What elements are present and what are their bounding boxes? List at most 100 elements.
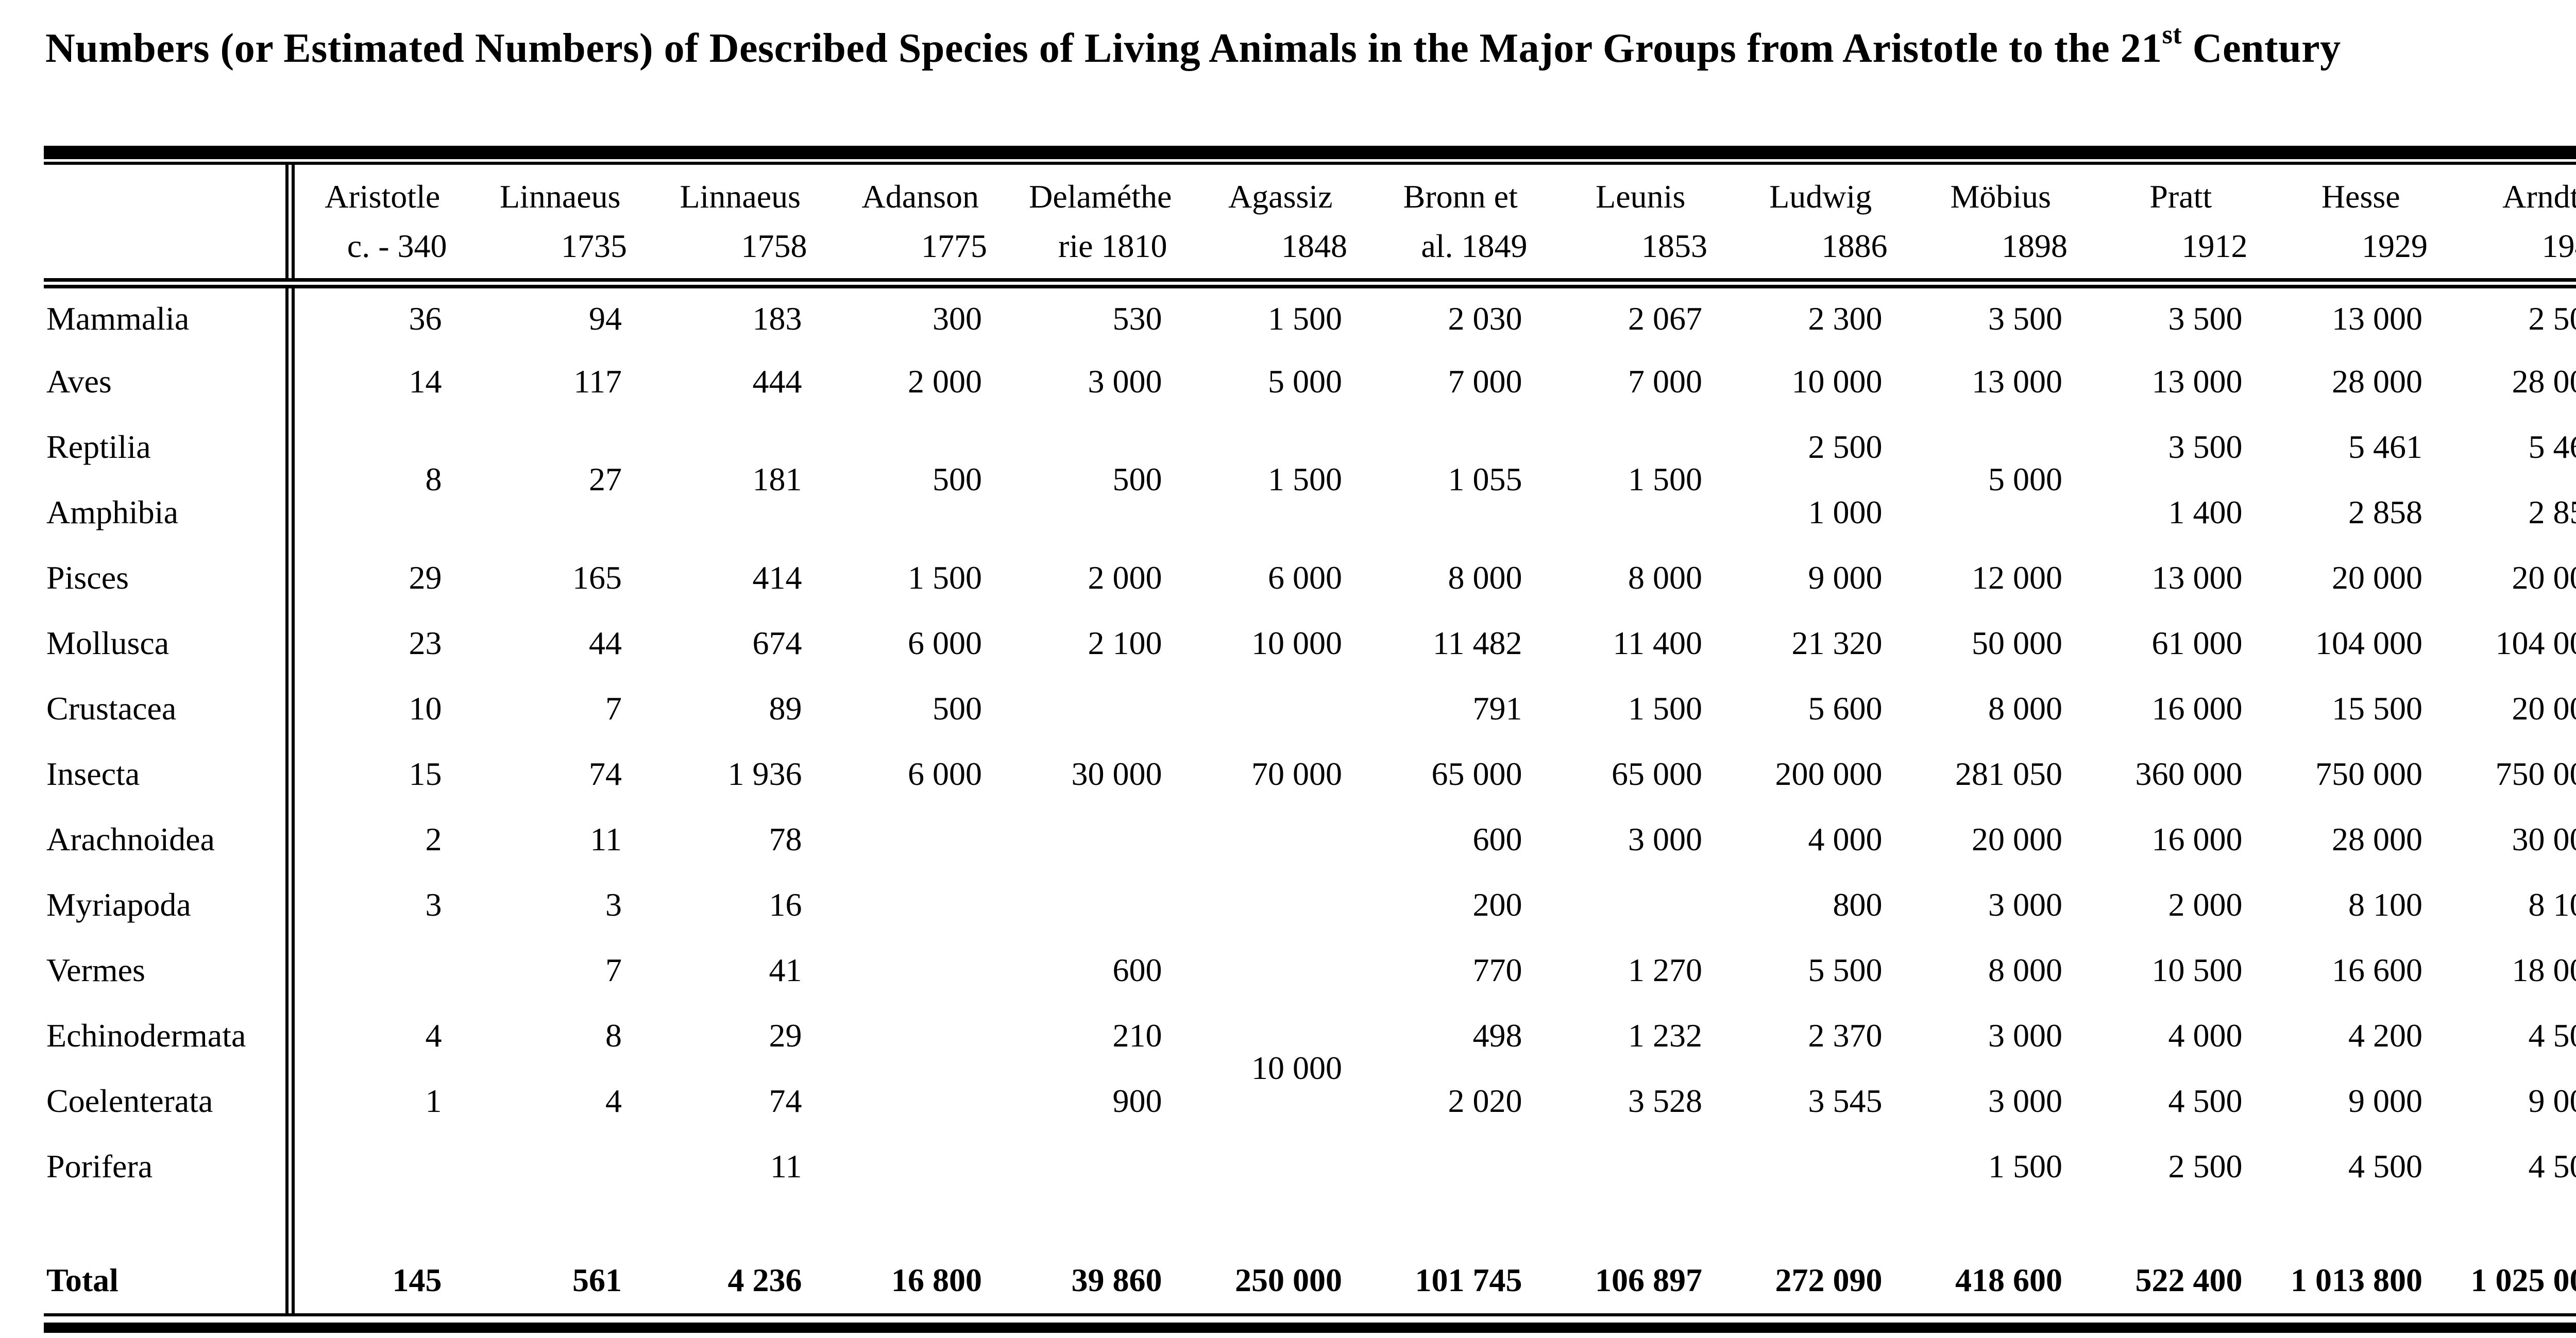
- cell: 41: [769, 951, 802, 988]
- cell: 13 000: [2332, 300, 2422, 337]
- cell: 210: [1112, 1017, 1162, 1054]
- cell: 16 000: [2151, 690, 2243, 727]
- cell: 13 000: [1972, 363, 2062, 400]
- cell: 10 500: [2151, 951, 2243, 988]
- cell: 30 000: [2512, 820, 2576, 857]
- row-label: Total: [44, 1199, 295, 1313]
- cell: 3: [425, 886, 442, 923]
- cell: [831, 1068, 1011, 1134]
- cell: 20 000: [2512, 559, 2576, 596]
- cell: 3 500: [1988, 300, 2062, 337]
- cell: [290, 1134, 470, 1199]
- cell: 3 528: [1628, 1082, 1702, 1119]
- cell: 2 067: [1628, 300, 1702, 337]
- cell: 3 500: [2168, 300, 2243, 337]
- cell: 791: [1472, 690, 1522, 727]
- cell: [1010, 1134, 1191, 1199]
- row-label: Vermes: [44, 937, 295, 1003]
- cell: 522 400: [2135, 1262, 2243, 1298]
- cell: 6 000: [1268, 559, 1342, 596]
- cell: 4 500: [2528, 1017, 2576, 1054]
- table-row-pisces: Pisces 29 165 414 1 500 2 000 6 000 8 000 8 000 9…: [44, 545, 2576, 610]
- row-label: Echinodermata: [44, 1003, 295, 1068]
- cell: 414: [752, 559, 802, 596]
- cell: [1191, 676, 1371, 741]
- cell: 2 100: [1088, 624, 1162, 661]
- column-author: Linnaeus: [499, 178, 621, 215]
- column-header-m-bius: Möbius 1898: [1910, 165, 2091, 288]
- corner-cell: [44, 165, 295, 288]
- row-label: Reptilia: [44, 414, 295, 479]
- cell: 13 000: [2151, 363, 2243, 400]
- cell: 600: [1472, 820, 1522, 857]
- cell: 3 500: [2168, 428, 2243, 465]
- column-header-pratt: Pratt 1912: [2091, 165, 2271, 288]
- bottom-thin-rule: [44, 1313, 2576, 1316]
- column-year: 1898: [2002, 228, 2067, 264]
- cell: [1551, 1134, 1731, 1199]
- cell: 1 055: [1448, 461, 1522, 498]
- cell: [1191, 1134, 1371, 1199]
- cell: 94: [589, 300, 622, 337]
- cell: 20 000: [2332, 559, 2422, 596]
- table-row-mollusca: Mollusca 23 44 674 6 000 2 100 10 000 11 482 11 …: [44, 610, 2576, 676]
- cell: 200: [1472, 886, 1522, 923]
- cell: 1 270: [1628, 951, 1702, 988]
- cell: 12 000: [1972, 559, 2062, 596]
- header-row: Aristotle c. - 340 Linnaeus 1735 Linnaeus 175…: [44, 165, 2576, 288]
- cell: 14: [409, 363, 442, 400]
- cell: [1191, 807, 1371, 872]
- table-row-aves: Aves 14 117 444 2 000 3 000 5 000 7 000 7 000 10 …: [44, 349, 2576, 414]
- cell: 65 000: [1431, 755, 1522, 792]
- cell: 15 500: [2332, 690, 2422, 727]
- cell: 281 050: [1955, 755, 2062, 792]
- column-header-bronn-et: Bronn et al. 1849: [1370, 165, 1551, 288]
- row-label: Arachnoidea: [44, 807, 295, 872]
- cell: 360 000: [2135, 755, 2243, 792]
- cell: [831, 1134, 1011, 1199]
- cell: 29: [409, 559, 442, 596]
- cell: 1 500: [1268, 300, 1342, 337]
- cell: 28 000: [2332, 363, 2422, 400]
- cell: 2 858: [2528, 493, 2576, 530]
- column-author: Pratt: [2149, 178, 2212, 215]
- cell: [1731, 1134, 1911, 1199]
- cell: 8 000: [1988, 690, 2062, 727]
- cell: 2 370: [1808, 1017, 1883, 1054]
- top-heavy-rule: [44, 146, 2576, 159]
- column-header-adanson: Adanson 1775: [830, 165, 1010, 288]
- cell: 4 500: [2348, 1147, 2422, 1185]
- row-label: Coelenterata: [44, 1068, 295, 1134]
- cell: 18 000: [2512, 951, 2576, 988]
- cell: 13 000: [2151, 559, 2243, 596]
- column-author: Adanson: [861, 178, 979, 215]
- cell: 4 500: [2528, 1147, 2576, 1185]
- cell: 4 500: [2168, 1082, 2243, 1119]
- cell: 11 400: [1613, 624, 1702, 661]
- cell: 2 030: [1448, 300, 1522, 337]
- column-author: Linnaeus: [680, 178, 801, 215]
- cell: 11: [770, 1147, 802, 1185]
- table-row-crustacea: Crustacea 10 7 89 500 791 1 500 5 600 8 000 16 00…: [44, 676, 2576, 741]
- row-label: Porifera: [44, 1134, 295, 1199]
- row-label: Myriapoda: [44, 872, 295, 937]
- cell: 1 500: [1988, 1147, 2062, 1185]
- cell: 2 500: [2528, 300, 2576, 337]
- title-text: Numbers (or Estimated Numbers) of Descri…: [45, 26, 2162, 71]
- species-count-table: Aristotle c. - 340 Linnaeus 1735 Linnaeus 175…: [44, 165, 2576, 1313]
- bottom-heavy-rule: [44, 1323, 2576, 1333]
- cell: 7 000: [1448, 363, 1522, 400]
- column-year: c. - 340: [347, 228, 447, 264]
- cell: 5 461: [2348, 428, 2422, 465]
- column-author: Ludwig: [1769, 178, 1872, 215]
- cell: 444: [752, 363, 802, 400]
- cell: 20 000: [1972, 820, 2062, 857]
- cell: 200 000: [1775, 755, 1883, 792]
- cell: 4 000: [1808, 820, 1883, 857]
- cell: 2 000: [1088, 559, 1162, 596]
- column-year: 1912: [2181, 228, 2248, 264]
- column-header-delam-the: Delaméthe rie 1810: [1010, 165, 1191, 288]
- cell: 1 936: [727, 755, 802, 792]
- cell: 7: [605, 951, 622, 988]
- column-header-hesse: Hesse 1929: [2270, 165, 2451, 288]
